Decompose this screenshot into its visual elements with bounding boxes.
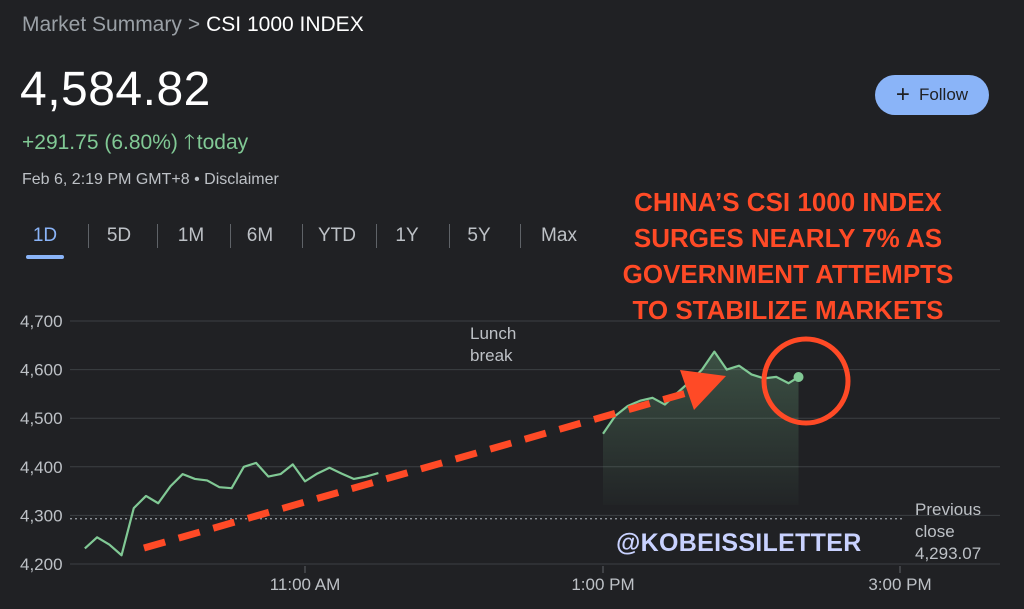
breadcrumb-current: CSI 1000 INDEX (206, 13, 364, 36)
y-axis-labels: 4,700 4,600 4,500 4,400 4,300 4,200 (20, 312, 63, 574)
quote-meta: Feb 6, 2:19 PM GMT+8 • Disclaimer (22, 171, 279, 189)
timestamp: Feb 6, 2:19 PM GMT+8 (22, 171, 190, 188)
arrow-up-icon: 🡑 (183, 131, 195, 154)
tab-ytd[interactable]: YTD (318, 225, 356, 246)
tab-5y[interactable]: 5Y (467, 225, 491, 246)
change-value: +291.75 (6.80%) (22, 131, 178, 154)
tab-divider (449, 224, 450, 248)
highlight-circle (761, 336, 851, 426)
last-price-dot (793, 371, 804, 382)
trend-arrow-shaft (143, 388, 691, 552)
y-tick-label: 4,200 (20, 555, 63, 574)
tab-divider (520, 224, 521, 248)
change-period: today (196, 131, 249, 154)
current-price: 4,584.82 (20, 63, 211, 116)
tab-1y[interactable]: 1Y (395, 225, 419, 246)
follow-button[interactable]: + Follow (875, 75, 989, 115)
afternoon-area-fill (603, 351, 799, 505)
previous-close-label-1: Previous (915, 500, 981, 519)
headline-line: TO STABILIZE MARKETS (632, 295, 944, 325)
previous-close-value: 4,293.07 (915, 544, 981, 563)
headline-line: CHINA’S CSI 1000 INDEX (634, 187, 942, 217)
follow-label: Follow (918, 85, 969, 104)
disclaimer-link[interactable]: Disclaimer (204, 171, 279, 188)
tab-1m[interactable]: 1M (177, 225, 205, 246)
tab-max[interactable]: Max (541, 225, 577, 246)
morning-price-line (84, 461, 379, 557)
y-tick-label: 4,600 (20, 361, 63, 380)
tab-divider (157, 224, 158, 248)
breadcrumb-parent-link[interactable]: Market Summary (22, 13, 182, 36)
previous-close-label-2: close (915, 522, 955, 541)
breadcrumb: Market Summary > CSI 1000 INDEX (22, 13, 364, 37)
headline-line: GOVERNMENT ATTEMPTS (622, 259, 954, 289)
tab-divider (230, 224, 231, 248)
x-tick-label: 11:00 AM (270, 575, 341, 594)
tab-1d[interactable]: 1D (22, 216, 68, 259)
plus-icon: + (895, 81, 910, 108)
tab-divider (376, 224, 377, 248)
price-change: +291.75 (6.80%) 🡑today (22, 128, 248, 163)
y-tick-label: 4,400 (20, 458, 63, 477)
x-tick-label: 3:00 PM (868, 575, 931, 594)
tab-divider (302, 224, 303, 248)
y-tick-label: 4,500 (20, 409, 63, 428)
y-tick-label: 4,700 (20, 312, 63, 331)
x-tick-label: 1:00 PM (571, 575, 634, 594)
lunch-label-2: break (470, 346, 513, 365)
watermark: @KOBEISSILETTER (616, 529, 862, 557)
headline: CHINA’S CSI 1000 INDEX SURGES NEARLY 7% … (588, 184, 988, 328)
tab-6m[interactable]: 6M (246, 225, 274, 246)
lunch-label-1: Lunch (470, 324, 516, 343)
x-axis-labels: 11:00 AM 1:00 PM 3:00 PM (270, 566, 932, 594)
meta-bullet: • (194, 171, 200, 188)
breadcrumb-separator: > (187, 13, 201, 36)
trend-arrow-head (680, 370, 726, 410)
tab-5d[interactable]: 5D (106, 225, 132, 246)
tab-divider (88, 224, 89, 248)
gridlines (70, 320, 1000, 565)
y-tick-label: 4,300 (20, 506, 63, 525)
afternoon-price-line (602, 350, 800, 435)
headline-line: SURGES NEARLY 7% AS (633, 223, 943, 253)
